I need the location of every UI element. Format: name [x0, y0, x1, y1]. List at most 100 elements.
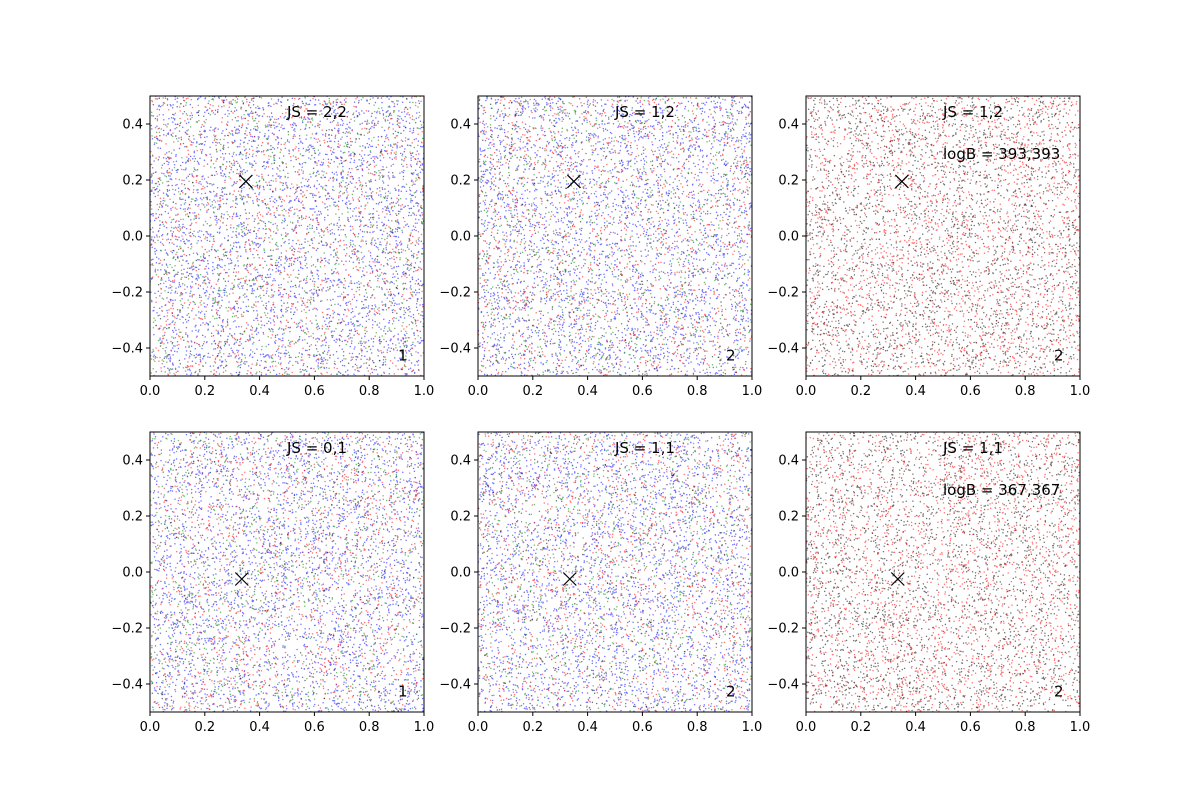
y-tick-label: 0.4 [778, 118, 799, 133]
x-tick-label: 1.0 [1070, 720, 1091, 735]
x-tick-label: 0.4 [905, 384, 926, 399]
points [478, 96, 752, 376]
x-tick-label: 0.4 [577, 384, 598, 399]
point-series-4 [478, 96, 752, 376]
y-tick-label: −0.4 [767, 678, 799, 693]
x-marker [238, 174, 253, 189]
point-series-1 [806, 432, 1080, 712]
x-tick-label: 0.0 [468, 720, 489, 735]
x-tick-label: 1.0 [742, 720, 763, 735]
x-tick-label: 0.0 [140, 384, 161, 399]
x-tick-label: 1.0 [742, 384, 763, 399]
y-tick-label: 0.2 [778, 510, 799, 525]
y-tick-label: 0.0 [778, 566, 799, 581]
corner-label: 2 [1054, 683, 1064, 701]
point-series-2 [806, 432, 1080, 712]
x-tick-label: 0.6 [960, 720, 981, 735]
y-tick-label: 0.2 [450, 174, 471, 189]
x-tick-label: 0.2 [522, 720, 543, 735]
y-tick-label: 0.0 [778, 230, 799, 245]
point-series-4 [150, 96, 424, 376]
y-tick-label: −0.2 [439, 286, 471, 301]
points [150, 432, 424, 712]
points [150, 96, 424, 376]
point-series-1 [806, 96, 1080, 376]
x-tick-label: 0.2 [194, 720, 215, 735]
y-tick-label: 0.4 [122, 118, 143, 133]
y-tick-label: 0.4 [450, 118, 471, 133]
y-tick-label: 0.4 [122, 454, 143, 469]
corner-label: 2 [1054, 347, 1064, 365]
x-marker [234, 572, 249, 586]
js-annotation: JS = 1,2 [942, 103, 1003, 121]
corner-label: 2 [726, 683, 736, 701]
corner-label: 1 [398, 347, 408, 365]
x-tick-label: 0.2 [522, 384, 543, 399]
js-annotation: JS = 2,2 [286, 103, 347, 121]
point-series-2 [150, 96, 424, 376]
logb-annotation: logB = 367,367 [943, 481, 1060, 499]
corner-label: 1 [398, 683, 408, 701]
y-tick-label: 0.0 [450, 230, 471, 245]
y-tick-label: 0.0 [122, 230, 143, 245]
points [806, 432, 1080, 712]
y-tick-label: 0.2 [450, 510, 471, 525]
x-tick-label: 0.4 [249, 384, 270, 399]
js-annotation: JS = 1,2 [614, 103, 675, 121]
y-tick-label: 0.4 [450, 454, 471, 469]
x-tick-label: 0.2 [850, 720, 871, 735]
x-tick-label: 0.6 [304, 720, 325, 735]
x-marker [562, 572, 577, 586]
y-tick-label: 0.0 [450, 566, 471, 581]
js-annotation: JS = 1,1 [942, 439, 1003, 457]
x-marker [894, 174, 909, 189]
points [478, 432, 752, 712]
y-tick-label: −0.4 [111, 678, 143, 693]
point-series-4 [150, 432, 424, 712]
js-annotation: JS = 0,1 [286, 439, 347, 457]
corner-label: 2 [726, 347, 736, 365]
subplot-2: 0.0 0.2 0.4 0.6 0.8 1.0 −0.4 −0.2 0.0 0.2 0.4 JS = … [439, 95, 763, 399]
point-series-1 [150, 96, 424, 376]
y-tick-label: 0.0 [122, 566, 143, 581]
y-tick-label: 0.4 [778, 454, 799, 469]
y-tick-label: 0.2 [778, 174, 799, 189]
x-marker [890, 572, 905, 586]
point-series-4 [478, 432, 752, 712]
x-tick-label: 0.0 [796, 720, 817, 735]
y-tick-label: −0.4 [439, 342, 471, 357]
point-series-2 [150, 432, 424, 712]
x-tick-label: 0.8 [359, 720, 380, 735]
x-tick-label: 0.4 [249, 720, 270, 735]
point-series-3 [478, 432, 752, 712]
y-tick-label: −0.2 [111, 622, 143, 637]
x-tick-label: 0.6 [632, 384, 653, 399]
subplot-1: 0.0 0.2 0.4 0.6 0.8 1.0 −0.4 −0.2 0.0 0.2 0.4 JS = … [111, 95, 434, 399]
x-tick-label: 1.0 [414, 720, 435, 735]
point-series-2 [478, 432, 752, 712]
points [806, 96, 1080, 376]
x-tick-label: 0.2 [850, 384, 871, 399]
x-tick-label: 0.8 [359, 384, 380, 399]
y-tick-label: −0.2 [111, 286, 143, 301]
subplot-6: 0.0 0.2 0.4 0.6 0.8 1.0 −0.4 −0.2 0.0 0.2 0.4 JS = … [767, 431, 1091, 735]
x-tick-label: 0.8 [687, 384, 708, 399]
point-series-2 [806, 96, 1080, 376]
point-series-3 [150, 96, 424, 376]
x-tick-label: 0.0 [796, 384, 817, 399]
y-tick-label: 0.2 [122, 174, 143, 189]
y-tick-label: −0.4 [767, 342, 799, 357]
x-tick-label: 0.8 [1015, 384, 1036, 399]
point-series-3 [478, 96, 752, 376]
x-tick-label: 0.6 [960, 384, 981, 399]
y-tick-label: 0.2 [122, 510, 143, 525]
x-tick-label: 1.0 [1070, 384, 1091, 399]
x-marker [566, 174, 581, 189]
logb-annotation: logB = 393,393 [943, 145, 1060, 163]
y-tick-label: −0.2 [767, 622, 799, 637]
y-tick-label: −0.2 [439, 622, 471, 637]
x-tick-label: 0.6 [632, 720, 653, 735]
point-series-1 [150, 432, 424, 712]
x-tick-label: 0.0 [140, 720, 161, 735]
